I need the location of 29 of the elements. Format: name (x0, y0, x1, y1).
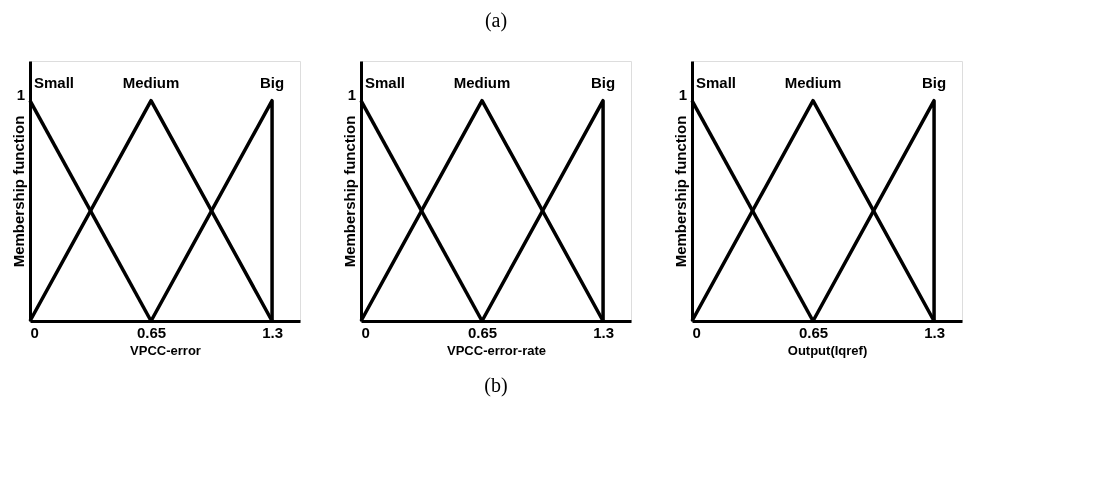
series-label: Medium (122, 73, 180, 91)
x-tick-label: 0.65 (798, 323, 829, 341)
x-tick-label: 1.3 (924, 323, 945, 341)
x-tick-label: 0 (692, 323, 701, 341)
x-tick-label: 0 (361, 323, 370, 341)
series-label: Small (696, 73, 737, 91)
series-label: Small (34, 73, 75, 91)
x-tick-label: 1.3 (593, 323, 614, 341)
text: 1 (347, 85, 356, 103)
x-axis-title: VPCC-error (130, 342, 201, 358)
series-label: Medium (784, 73, 842, 91)
x-tick-label: 1.3 (262, 323, 283, 341)
y-axis-title: Membership function (671, 115, 689, 268)
series-label: Small (365, 73, 406, 91)
series-label: Big (921, 73, 947, 91)
y-axis-title: Membership function (9, 115, 27, 268)
text: 1 (16, 85, 25, 103)
y-axis-title: Membership function (340, 115, 358, 268)
x-tick-label: 0.65 (467, 323, 498, 341)
series-label: Medium (453, 73, 511, 91)
x-tick-label: 0.65 (136, 323, 167, 341)
series-label: Big (259, 73, 285, 91)
text: (b) (484, 374, 508, 397)
text: 1 (678, 85, 687, 103)
x-axis-title: VPCC-error-rate (447, 342, 546, 358)
x-axis-title: Output(Iqref) (787, 342, 868, 358)
x-tick-label: 0 (30, 323, 39, 341)
chart-title: (a) (484, 9, 508, 32)
series-label: Big (590, 73, 616, 91)
